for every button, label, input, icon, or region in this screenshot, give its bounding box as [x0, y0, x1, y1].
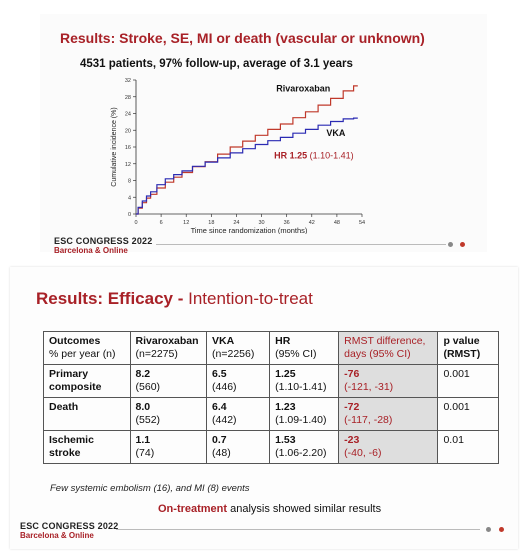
- on-treatment-note: On-treatment analysis showed similar res…: [158, 503, 381, 515]
- y-tick-label: 0: [128, 212, 131, 218]
- x-tick-label: 30: [258, 220, 264, 226]
- x-tick-label: 6: [160, 220, 163, 226]
- y-axis-label: Cumulative incidence (%): [111, 107, 118, 186]
- hr-ci: (1.10-1.41): [310, 151, 354, 161]
- y-tick-label: 20: [125, 128, 131, 134]
- outcome-cell: Ischemic stroke: [43, 430, 131, 464]
- x-tick-label: 42: [309, 220, 315, 226]
- x-tick-label: 54: [359, 220, 365, 226]
- congress-logo: ESC CONGRESS 2022 Barcelona & Online: [54, 236, 152, 256]
- x-tick-label: 0: [134, 220, 137, 226]
- x-tick-label: 12: [183, 220, 189, 226]
- vka-cell: 0.7 (48): [206, 430, 271, 464]
- footer-dot-grey: [448, 242, 453, 247]
- slide-kaplan-meier: Results: Stroke, SE, MI or death (vascul…: [40, 14, 487, 255]
- slide-subtitle: 4531 patients, 97% follow-up, average of…: [80, 58, 353, 70]
- vka-cell: 6.4 (442): [206, 397, 271, 431]
- congress-name: ESC CONGRESS 2022: [20, 521, 119, 531]
- header-cell-rmst: RMST difference, days (95% CI): [338, 331, 439, 365]
- header-cell: Outcomes% per year (n): [43, 331, 131, 365]
- rivaroxaban-cell: 1.1 (74): [129, 430, 208, 464]
- vka-cell: 6.5 (446): [206, 364, 271, 398]
- slide-title: Results: Stroke, SE, MI or death (vascul…: [60, 30, 425, 46]
- table-row: Primary composite 8.2 (560) 6.5 (446) 1.25(…: [43, 364, 499, 398]
- table-row: Death 8.0 (552) 6.4 (442) 1.23 (1.09-1.40) …: [43, 397, 499, 431]
- rivaroxaban-cell: 8.0 (552): [129, 397, 208, 431]
- footer-divider: [156, 244, 446, 245]
- x-tick-label: 48: [334, 220, 340, 226]
- hr-cell: 1.25 (1.10-1.41): [269, 364, 340, 398]
- efficacy-table: Outcomes% per year (n) Rivaroxaban (n=227…: [43, 331, 499, 464]
- y-tick-label: 24: [125, 112, 131, 118]
- header-cell: p value (RMST): [437, 331, 499, 365]
- series-label-rivaroxaban: Rivaroxaban: [276, 84, 330, 94]
- congress-location: Barcelona & Online: [20, 531, 94, 540]
- series-label-vka: VKA: [326, 128, 346, 138]
- hr-value: HR 1.25: [274, 151, 307, 161]
- footer-divider: [116, 529, 480, 530]
- hr-cell: 1.23 (1.09-1.40): [269, 397, 340, 431]
- x-axis-label: Time since randomization (months): [191, 226, 308, 234]
- rmst-cell: -23 (-40, -6): [338, 430, 439, 464]
- rmst-cell: -72 (-117, -28): [338, 397, 439, 431]
- y-tick-label: 28: [125, 95, 131, 101]
- footer-dot-grey: [486, 527, 491, 532]
- p-value-cell: 0.001: [437, 364, 499, 398]
- y-tick-label: 12: [125, 162, 131, 168]
- header-cell: VKA (n=2256): [206, 331, 271, 365]
- p-value-cell: 0.001: [437, 397, 499, 431]
- title-bold: Results: Efficacy: [36, 289, 173, 308]
- outcome-cell: Primary composite: [43, 364, 131, 398]
- title-separator: -: [173, 289, 189, 308]
- table-footnote: Few systemic embolism (16), and MI (8) e…: [50, 483, 250, 494]
- y-tick-label: 16: [125, 145, 131, 151]
- outcome-cell: Death: [43, 397, 131, 431]
- congress-location: Barcelona & Online: [54, 246, 128, 255]
- rmst-cell: -76 (-121, -31): [338, 364, 439, 398]
- p-value-cell: 0.01: [437, 430, 499, 464]
- table-header-row: Outcomes% per year (n) Rivaroxaban (n=227…: [43, 331, 499, 365]
- hazard-ratio-annotation: HR 1.25 (1.10-1.41): [274, 151, 354, 161]
- series-line-vka: [136, 117, 358, 215]
- footer-dot-red: [460, 242, 465, 247]
- header-cell: HR (95% CI): [269, 331, 340, 365]
- slide-title: Results: Efficacy - Intention-to-treat: [36, 289, 313, 309]
- table-row: Ischemic stroke 1.1 (74) 0.7 (48) 1.53 (1.06…: [43, 430, 499, 464]
- slide-efficacy-table: Results: Efficacy - Intention-to-treat O…: [10, 267, 518, 549]
- footer-dot-red: [499, 527, 504, 532]
- title-normal: Intention-to-treat: [188, 289, 313, 308]
- x-tick-label: 36: [284, 220, 290, 226]
- x-tick-label: 18: [208, 220, 214, 226]
- header-cell: Rivaroxaban (n=2275): [129, 331, 208, 365]
- hr-cell: 1.53 (1.06-2.20): [269, 430, 340, 464]
- congress-name: ESC CONGRESS 2022: [54, 236, 153, 246]
- on-treatment-highlight: On-treatment: [158, 503, 228, 515]
- y-tick-label: 32: [125, 78, 131, 84]
- y-tick-label: 8: [128, 179, 131, 185]
- congress-logo: ESC CONGRESS 2022 Barcelona & Online: [20, 521, 118, 541]
- x-tick-label: 24: [233, 220, 239, 226]
- rivaroxaban-cell: 8.2 (560): [129, 364, 208, 398]
- y-tick-label: 4: [128, 195, 131, 201]
- on-treatment-text: analysis showed similar results: [227, 503, 382, 515]
